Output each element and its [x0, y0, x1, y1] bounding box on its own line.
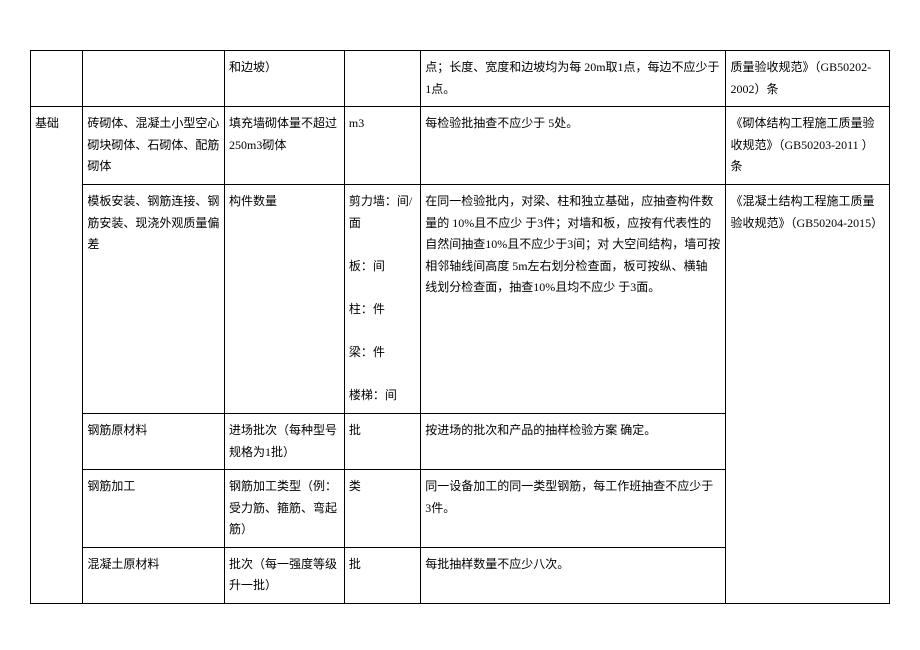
cell-unit: m3	[344, 107, 420, 185]
cell-item: 模板安装、钢筋连接、钢筋安装、现浇外观质量偏差	[83, 184, 225, 413]
cell-item	[83, 51, 225, 107]
table-row: 模板安装、钢筋连接、钢筋安装、现浇外观质量偏差 构件数量 剪力墙：间/面 板：间…	[31, 184, 890, 413]
cell-item: 钢筋原材料	[83, 413, 225, 469]
cell-spec: 批次（每一强度等级升一批）	[225, 547, 345, 603]
cell-unit: 剪力墙：间/面 板：间 柱：件 梁：件 楼梯：间	[344, 184, 420, 413]
cell-requirement: 同一设备加工的同一类型钢筋，每工作班抽查不应少于 3件。	[421, 470, 726, 548]
cell-requirement: 按进场的批次和产品的抽样检验方案 确定。	[421, 413, 726, 469]
cell-category: 基础	[31, 107, 83, 604]
cell-unit: 批	[344, 413, 420, 469]
cell-spec: 填充墙砌体量不超过250m3砌体	[225, 107, 345, 185]
specification-table: 和边坡） 点；长度、宽度和边坡均为每 20m取1点，每边不应少于 1点。 质量验…	[30, 50, 890, 604]
cell-category	[31, 51, 83, 107]
table-row: 和边坡） 点；长度、宽度和边坡均为每 20m取1点，每边不应少于 1点。 质量验…	[31, 51, 890, 107]
cell-standard: 《混凝土结构工程施工质量验收规范》（GB50204-2015）	[726, 184, 890, 603]
cell-requirement: 每检验批抽查不应少于 5处。	[421, 107, 726, 185]
cell-standard: 质量验收规范》（GB50202-2002）条	[726, 51, 890, 107]
cell-spec: 进场批次（每种型号规格为1批）	[225, 413, 345, 469]
cell-spec: 钢筋加工类型（例：受力筋、箍筋、弯起筋）	[225, 470, 345, 548]
cell-unit: 类	[344, 470, 420, 548]
cell-item: 混凝土原材料	[83, 547, 225, 603]
cell-requirement: 在同一检验批内，对梁、柱和独立基础，应抽查构件数量的 10%且不应少 于3件；对…	[421, 184, 726, 413]
cell-item: 钢筋加工	[83, 470, 225, 548]
cell-spec: 构件数量	[225, 184, 345, 413]
cell-standard: 《砌体结构工程施工质量验收规范》（GB50203-2011 ）条	[726, 107, 890, 185]
table-row: 基础 砖砌体、混凝土小型空心砌块砌体、石砌体、配筋砌体 填充墙砌体量不超过250…	[31, 107, 890, 185]
cell-item: 砖砌体、混凝土小型空心砌块砌体、石砌体、配筋砌体	[83, 107, 225, 185]
cell-spec: 和边坡）	[225, 51, 345, 107]
cell-unit	[344, 51, 420, 107]
cell-requirement: 每批抽样数量不应少八次。	[421, 547, 726, 603]
cell-requirement: 点；长度、宽度和边坡均为每 20m取1点，每边不应少于 1点。	[421, 51, 726, 107]
cell-unit: 批	[344, 547, 420, 603]
